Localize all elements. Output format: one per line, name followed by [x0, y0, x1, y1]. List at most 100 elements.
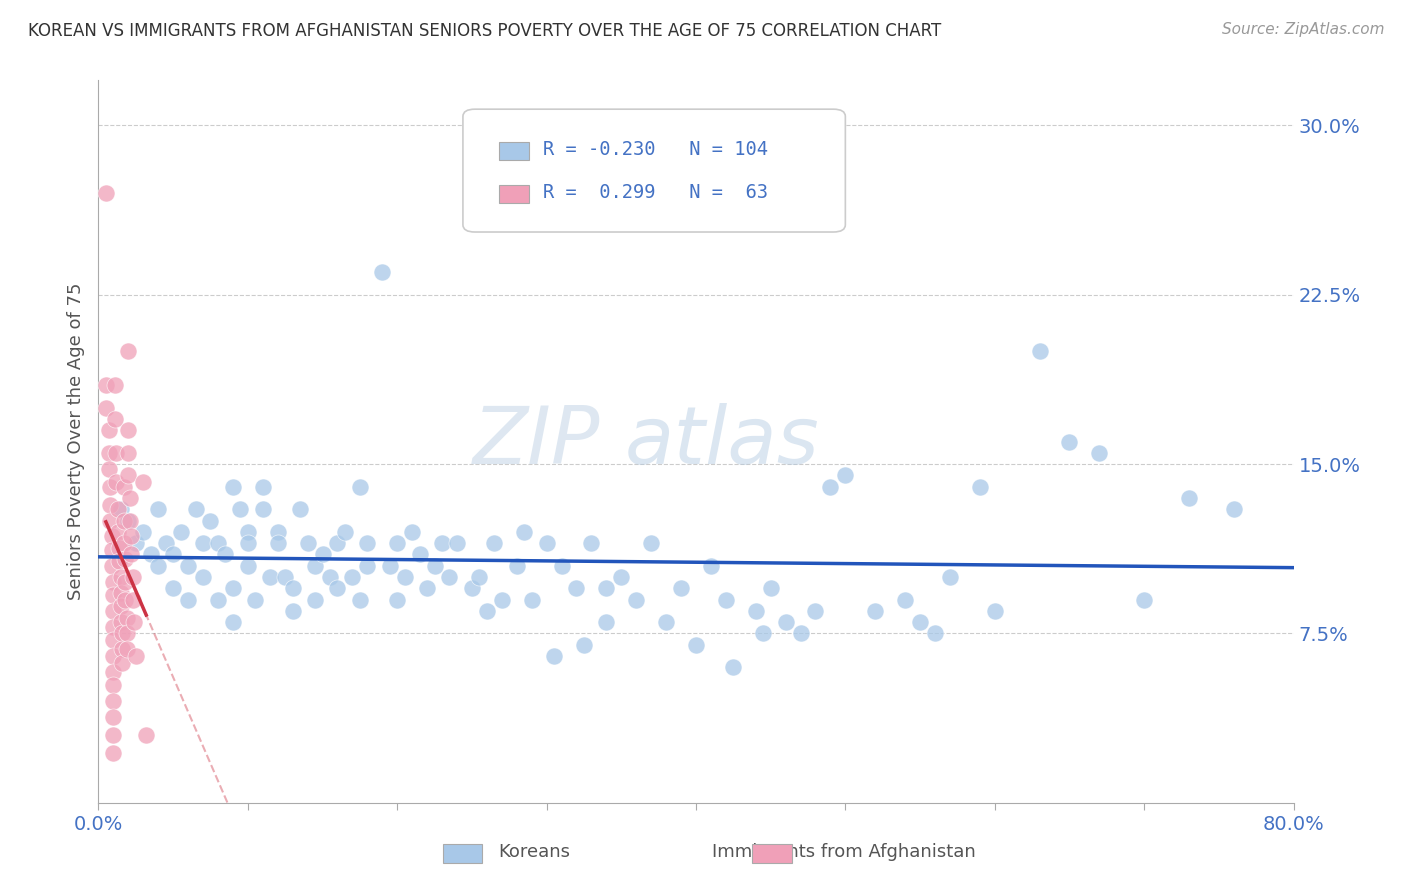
- Point: [640, 536, 662, 550]
- Point: [117, 344, 139, 359]
- Point: [207, 536, 229, 550]
- Point: [236, 536, 259, 550]
- Point: [1028, 344, 1050, 359]
- Text: atlas: atlas: [624, 402, 820, 481]
- Point: [139, 548, 162, 562]
- Text: Koreans: Koreans: [498, 843, 571, 861]
- Point: [111, 642, 134, 657]
- Point: [114, 574, 136, 589]
- Point: [446, 536, 468, 550]
- Point: [894, 592, 917, 607]
- Point: [804, 604, 827, 618]
- Point: [125, 648, 148, 663]
- Point: [745, 604, 768, 618]
- Point: [626, 592, 648, 607]
- Point: [924, 626, 946, 640]
- Point: [408, 548, 430, 562]
- Point: [103, 648, 125, 663]
- Point: [229, 502, 252, 516]
- Text: Immigrants from Afghanistan: Immigrants from Afghanistan: [711, 843, 976, 861]
- Point: [115, 642, 138, 657]
- Text: R =  0.299   N =  63: R = 0.299 N = 63: [543, 184, 768, 202]
- Point: [297, 536, 319, 550]
- Point: [288, 502, 311, 516]
- Point: [520, 592, 543, 607]
- Point: [97, 461, 120, 475]
- Point: [110, 502, 132, 516]
- Point: [304, 592, 326, 607]
- Point: [491, 592, 513, 607]
- Point: [114, 592, 136, 607]
- Point: [101, 542, 124, 557]
- Point: [110, 570, 132, 584]
- Point: [572, 638, 595, 652]
- Point: [98, 514, 122, 528]
- Point: [184, 502, 207, 516]
- Point: [222, 615, 245, 630]
- Point: [207, 592, 229, 607]
- Point: [342, 570, 364, 584]
- Point: [148, 502, 170, 516]
- Point: [94, 378, 117, 392]
- Bar: [499, 186, 529, 203]
- Point: [349, 480, 371, 494]
- Point: [97, 423, 120, 437]
- Point: [356, 558, 378, 573]
- Point: [274, 570, 297, 584]
- Point: [655, 615, 678, 630]
- Point: [349, 592, 371, 607]
- Point: [333, 524, 356, 539]
- Point: [132, 524, 155, 539]
- Point: [267, 536, 290, 550]
- Point: [461, 582, 484, 596]
- Point: [385, 536, 409, 550]
- Point: [222, 582, 245, 596]
- Point: [111, 656, 134, 670]
- Point: [759, 582, 782, 596]
- Point: [117, 468, 139, 483]
- Point: [820, 480, 842, 494]
- Point: [685, 638, 707, 652]
- Point: [222, 480, 245, 494]
- Point: [101, 529, 124, 543]
- Point: [101, 558, 124, 573]
- Point: [304, 558, 326, 573]
- Point: [416, 582, 439, 596]
- Point: [103, 604, 125, 618]
- Point: [543, 648, 565, 663]
- Point: [200, 514, 222, 528]
- Text: ZIP: ZIP: [472, 402, 600, 481]
- Point: [1133, 592, 1156, 607]
- Point: [104, 378, 127, 392]
- Point: [245, 592, 267, 607]
- Point: [378, 558, 401, 573]
- Point: [969, 480, 991, 494]
- Point: [506, 558, 529, 573]
- Point: [475, 604, 498, 618]
- Point: [700, 558, 723, 573]
- Point: [984, 604, 1007, 618]
- Point: [723, 660, 745, 674]
- Point: [120, 548, 142, 562]
- Point: [103, 620, 125, 634]
- Point: [103, 694, 125, 708]
- Point: [94, 401, 117, 415]
- Point: [236, 524, 259, 539]
- Point: [834, 468, 856, 483]
- Point: [1223, 502, 1246, 516]
- Y-axis label: Seniors Poverty Over the Age of 75: Seniors Poverty Over the Age of 75: [66, 283, 84, 600]
- Point: [169, 524, 191, 539]
- Point: [94, 186, 117, 201]
- Point: [610, 570, 633, 584]
- Point: [311, 548, 333, 562]
- Point: [371, 265, 394, 279]
- Point: [117, 514, 139, 528]
- Point: [118, 514, 141, 528]
- Point: [114, 552, 136, 566]
- Point: [108, 541, 131, 555]
- Point: [669, 582, 692, 596]
- Point: [595, 582, 617, 596]
- Point: [103, 633, 125, 648]
- Point: [124, 615, 146, 630]
- Point: [115, 610, 138, 624]
